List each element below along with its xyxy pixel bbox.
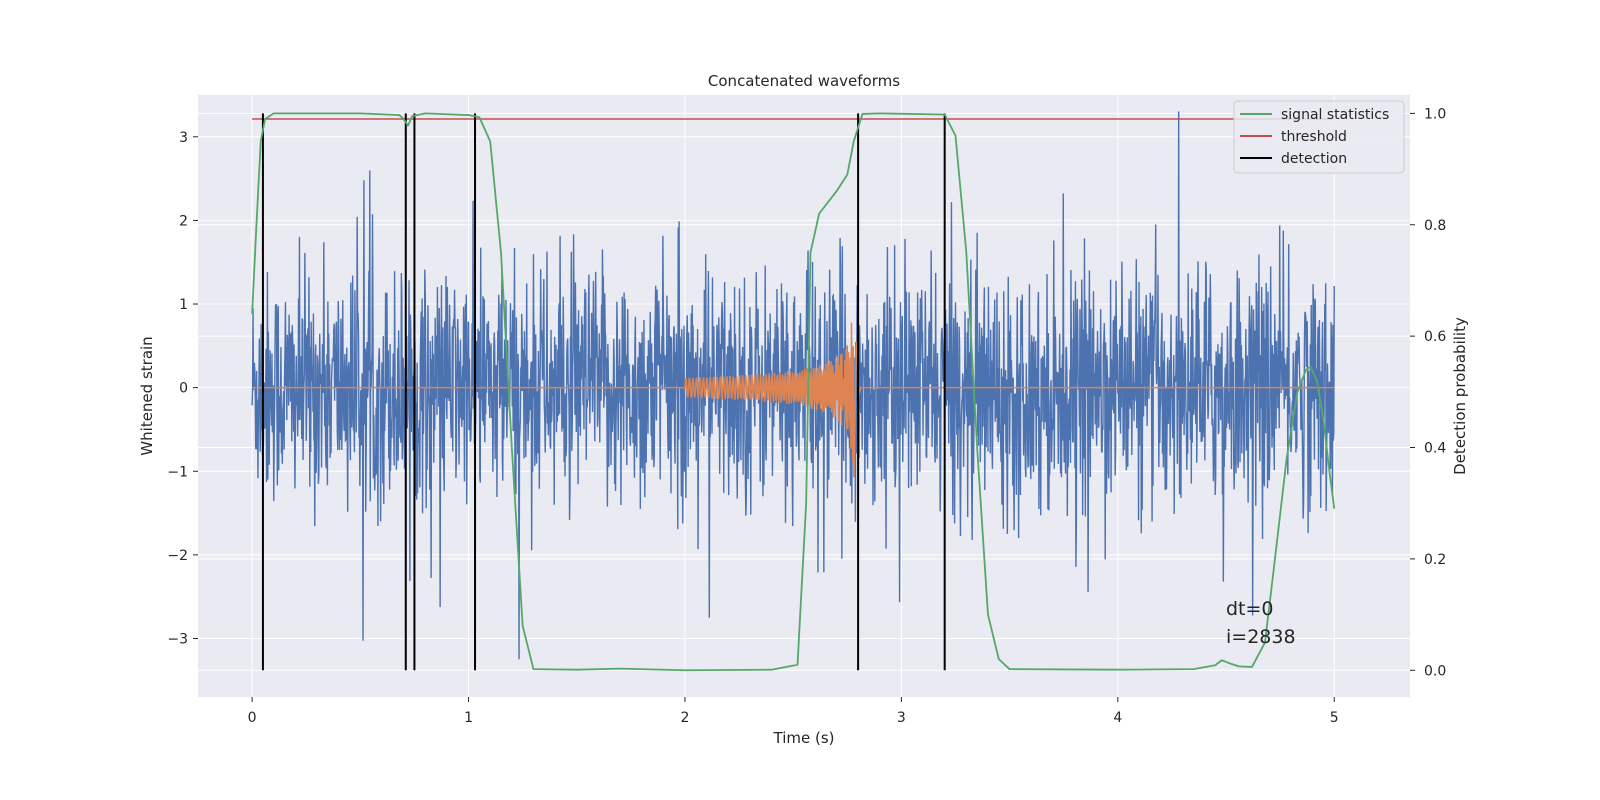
chart-title: Concatenated waveforms: [708, 72, 900, 90]
y-tick-label: −3: [167, 631, 188, 647]
y-right-tick-label: 1.0: [1424, 106, 1446, 122]
legend-label-detection: detection: [1281, 151, 1347, 167]
injected-signal-line: [252, 322, 1335, 478]
y-tick-label: 2: [179, 213, 188, 229]
x-tick-label: 3: [897, 710, 906, 726]
y-tick-label: 3: [179, 130, 188, 146]
x-tick-label: 1: [464, 710, 473, 726]
y-tick-label: 0: [179, 381, 188, 397]
y-tick-label: −2: [167, 548, 188, 564]
annotation-index: i=2838: [1226, 626, 1296, 648]
axes: 0 1 2 3 4 5 −3 −2 −1 0 1 2 3 0.0 0.2 0.4 0.6 0.8 1.0: [167, 106, 1446, 726]
legend-label-threshold: threshold: [1281, 129, 1347, 145]
x-tick-label: 2: [681, 710, 690, 726]
legend: signal statistics threshold detection: [1233, 100, 1405, 174]
x-tick-label: 0: [248, 710, 257, 726]
y-tick-label: −1: [167, 464, 188, 480]
y-right-tick-label: 0.8: [1424, 218, 1446, 234]
annotation-dt: dt=0: [1226, 598, 1274, 620]
x-tick-label: 5: [1330, 710, 1339, 726]
plot-content: [251, 111, 1336, 672]
y-right-tick-label: 0.6: [1424, 329, 1446, 345]
signal-statistics-line: [251, 112, 1336, 672]
y-axis-title: Whitened strain: [138, 336, 156, 455]
y-right-tick-label: 0.2: [1424, 552, 1446, 568]
y-tick-label: 1: [179, 297, 188, 313]
legend-box: [1233, 100, 1405, 174]
y-right-tick-label: 0.0: [1424, 663, 1446, 679]
y-right-tick-label: 0.4: [1424, 441, 1446, 457]
x-axis-title: Time (s): [773, 729, 835, 747]
y-axis-right-title: Detection probability: [1451, 317, 1469, 475]
x-tick-label: 4: [1113, 710, 1122, 726]
legend-label-signal-statistics: signal statistics: [1281, 107, 1389, 123]
